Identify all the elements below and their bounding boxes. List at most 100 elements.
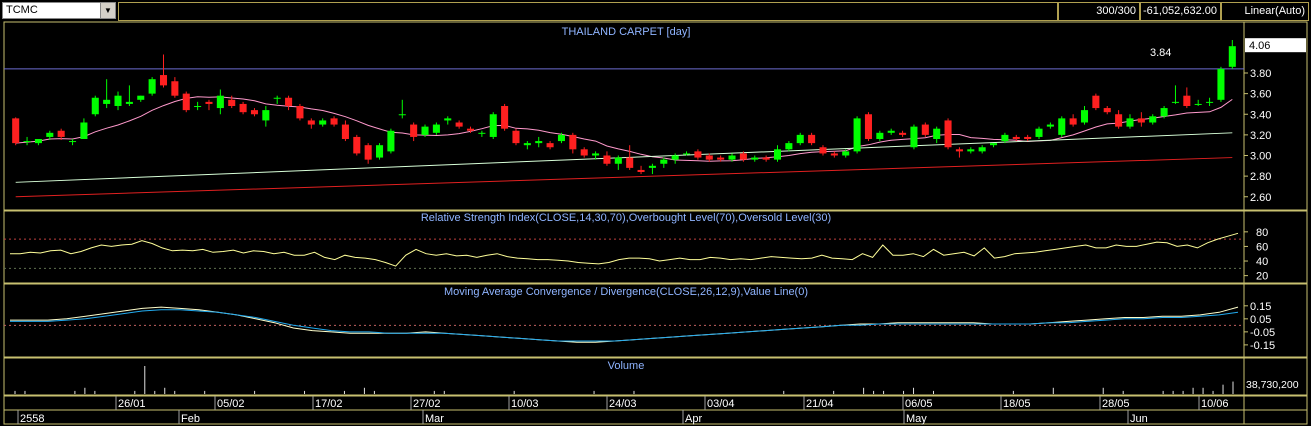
price-candle (330, 116, 338, 127)
price-candle (671, 153, 679, 164)
price-candle (1206, 97, 1214, 106)
candle-body (1194, 103, 1202, 105)
price-candle (569, 132, 577, 154)
candle-body (137, 95, 145, 100)
price-candle (705, 153, 713, 162)
candle-body (614, 157, 622, 164)
candle-body (580, 149, 588, 156)
price-candle (660, 157, 668, 168)
macd-tick-label: -0.15 (1250, 340, 1275, 352)
candle-body (159, 75, 168, 86)
candle-body (592, 153, 600, 156)
candle-body (773, 149, 782, 160)
candle-body (1069, 118, 1077, 125)
candle-body (1024, 136, 1032, 139)
price-candle (69, 139, 77, 146)
candle-body (466, 128, 475, 131)
price-candle (353, 134, 361, 156)
price-candle (1012, 134, 1020, 142)
rsi-tick-label: 40 (1256, 256, 1268, 268)
candle-body (1183, 95, 1191, 106)
chevron-down-icon[interactable]: ▼ (100, 3, 115, 18)
rsi-panel: 80 60 40 20 (4, 227, 1268, 283)
price-candle (1069, 114, 1077, 127)
candle-body (1126, 118, 1134, 127)
price-candle (46, 130, 54, 141)
candle-body (1115, 114, 1123, 127)
candle-body (319, 120, 327, 125)
candle-body (69, 141, 77, 143)
price-candle (34, 139, 42, 146)
candle-body (637, 169, 645, 172)
candle-body (421, 126, 429, 135)
price-candle (466, 126, 475, 133)
date-tick-label: 10/06 (1201, 398, 1229, 410)
date-axis: 26/01 05/02 17/02 27/02 10/03 24/03 03/04 21/04… (4, 396, 1307, 425)
price-candle (1092, 93, 1100, 111)
price-candle (1228, 40, 1236, 69)
candle-body (705, 155, 713, 160)
price-candle (216, 89, 224, 115)
candle-body (432, 124, 440, 133)
price-candle (785, 141, 793, 152)
month-tick-label: 2558 (20, 413, 44, 425)
price-candle (410, 122, 418, 142)
date-tick-label: 28/05 (1102, 398, 1130, 410)
candle-body (125, 101, 133, 104)
date-tick-label: 21/04 (806, 398, 834, 410)
price-candle (489, 112, 497, 139)
price-candle (1058, 116, 1066, 137)
last-price-marker (1245, 38, 1306, 53)
candle-body (967, 149, 975, 152)
rsi-line (10, 232, 1239, 267)
candle-body (1160, 108, 1168, 117)
candle-body (216, 95, 224, 109)
candle-body (353, 136, 361, 154)
candle-body (728, 155, 736, 160)
candle-body (921, 124, 929, 135)
rsi-panel-frame (3, 210, 1308, 284)
price-candle (421, 124, 429, 137)
price-candle (1137, 112, 1145, 127)
ma-mid-line (15, 132, 1233, 183)
vol-panel-frame (3, 357, 1308, 396)
price-candle (23, 136, 31, 146)
price-candle (182, 91, 190, 113)
price-candle (1183, 87, 1191, 109)
price-candle (1149, 114, 1157, 125)
month-tick-label: Feb (181, 413, 200, 425)
candle-body (285, 97, 293, 106)
price-candles (12, 40, 1236, 175)
price-candle (103, 79, 111, 109)
price-candle (239, 101, 247, 115)
candle-body (830, 153, 838, 156)
price-candle (1217, 66, 1225, 102)
candle-body (103, 99, 111, 104)
price-candle (194, 101, 202, 111)
price-candle (876, 130, 884, 142)
price-candle (842, 149, 850, 158)
scale-mode-button[interactable]: Linear(Auto) (1221, 2, 1309, 21)
price-candle (114, 91, 122, 111)
price-candle (739, 151, 747, 162)
price-candle (12, 117, 20, 146)
candle-body (876, 132, 884, 139)
candle-body (808, 134, 816, 144)
price-candle (1194, 99, 1202, 106)
candle-body (1080, 110, 1089, 123)
price-panel-title: THAILAND CARPET [day] (562, 26, 691, 38)
candle-body (239, 103, 247, 113)
macd-tick-label: -0.05 (1250, 327, 1275, 339)
symbol-select[interactable]: TCMC ▼ (2, 2, 116, 19)
value-readout: -61,052,632.00 (1140, 2, 1221, 21)
candle-body (57, 130, 65, 137)
bars-count: 300/300 (1058, 2, 1140, 21)
price-candle (853, 116, 861, 154)
price-candle (967, 147, 975, 154)
volume-panel-title: Volume (608, 360, 645, 372)
candle-body (1092, 95, 1100, 109)
candle-body (717, 157, 725, 160)
candle-body (557, 134, 565, 142)
